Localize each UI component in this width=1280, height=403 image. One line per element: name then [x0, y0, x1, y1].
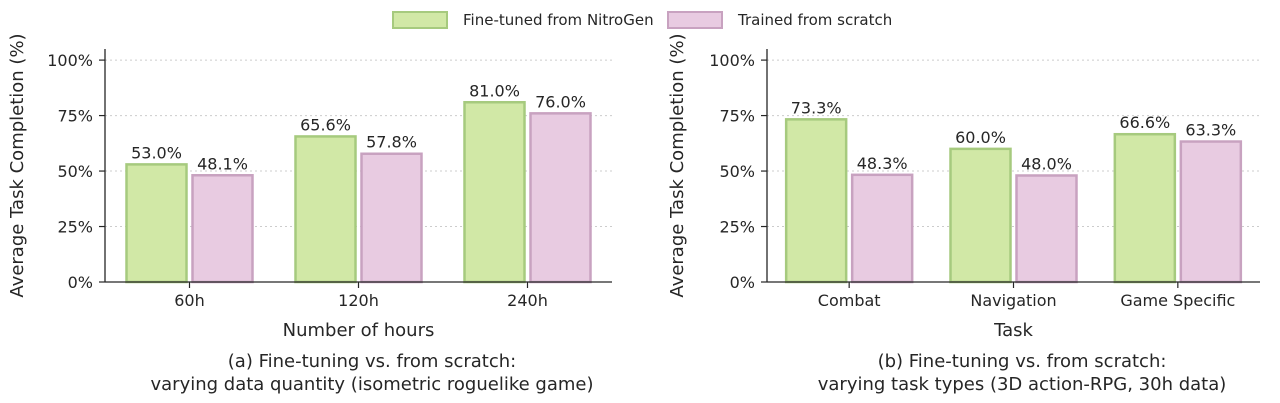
y-tick-label: 75% — [57, 107, 93, 126]
data-label: 66.6% — [1119, 113, 1170, 132]
bar-scratch-0 — [850, 173, 914, 284]
y-tick-label: 25% — [719, 218, 755, 237]
bar-finetuned-0 — [125, 163, 188, 284]
bar-finetuned-0 — [784, 118, 848, 284]
y-tick-label: 0% — [68, 273, 93, 292]
x-tick-label: Navigation — [970, 291, 1056, 310]
legend-label-0: Fine-tuned from NitroGen — [463, 11, 654, 29]
y-axis-label: Average Task Completion (%) — [7, 33, 28, 297]
caption-line-1: (b) Fine-tuning vs. from scratch: — [878, 351, 1167, 372]
y-tick-label: 25% — [57, 218, 93, 237]
x-tick-label: Combat — [818, 291, 881, 310]
y-tick-label: 0% — [730, 273, 755, 292]
x-tick-label: Game Specific — [1120, 291, 1235, 310]
x-tick-label: 240h — [507, 291, 548, 310]
data-label: 60.0% — [955, 128, 1006, 147]
data-label: 76.0% — [535, 92, 586, 111]
panel-a-chart: 0% 25% 50% 75% 100% 53.0% 48.1% 60h 65.6% 57.8% 12… — [7, 33, 612, 395]
data-label: 48.0% — [1021, 154, 1072, 173]
legend: Fine-tuned from NitroGen Trained from scr… — [392, 11, 892, 29]
bar-scratch-0 — [191, 174, 254, 284]
y-tick-label: 100% — [47, 51, 93, 70]
x-tick-label: 120h — [338, 291, 379, 310]
legend-swatch-1 — [667, 11, 723, 29]
bar-finetuned-1 — [949, 147, 1012, 284]
bar-scratch-2 — [1179, 140, 1243, 284]
bar-finetuned-1 — [294, 135, 357, 284]
data-label: 48.3% — [857, 154, 908, 173]
data-label: 65.6% — [300, 115, 351, 134]
data-label: 81.0% — [469, 81, 520, 100]
caption-line-2: varying data quantity (isometric rogueli… — [150, 374, 593, 395]
data-label: 48.1% — [197, 154, 248, 173]
data-label: 57.8% — [366, 133, 417, 152]
caption-line-1: (a) Fine-tuning vs. from scratch: — [228, 351, 516, 372]
y-tick-label: 75% — [719, 107, 755, 126]
panel-b-chart: 0% 25% 50% 75% 100% 73.3% 48.3% Combat 60.0% 48.0… — [667, 33, 1260, 395]
data-label: 63.3% — [1185, 121, 1236, 140]
x-tick-label: 60h — [174, 291, 205, 310]
x-axis-label: Task — [993, 320, 1033, 341]
y-axis-label: Average Task Completion (%) — [667, 33, 688, 297]
data-label: 53.0% — [131, 143, 182, 162]
legend-swatch-0 — [392, 11, 448, 29]
caption-line-2: varying task types (3D action-RPG, 30h d… — [818, 374, 1227, 395]
legend-label-1: Trained from scratch — [737, 11, 892, 29]
y-tick-label: 50% — [57, 162, 93, 181]
x-axis-label: Number of hours — [283, 320, 435, 341]
data-label: 73.3% — [791, 98, 842, 117]
bar-finetuned-2 — [1113, 132, 1177, 284]
bar-scratch-1 — [360, 152, 423, 284]
bar-scratch-1 — [1015, 174, 1078, 284]
bar-finetuned-2 — [463, 101, 526, 284]
bar-scratch-2 — [529, 112, 592, 284]
y-tick-label: 50% — [719, 162, 755, 181]
y-tick-label: 100% — [709, 51, 755, 70]
